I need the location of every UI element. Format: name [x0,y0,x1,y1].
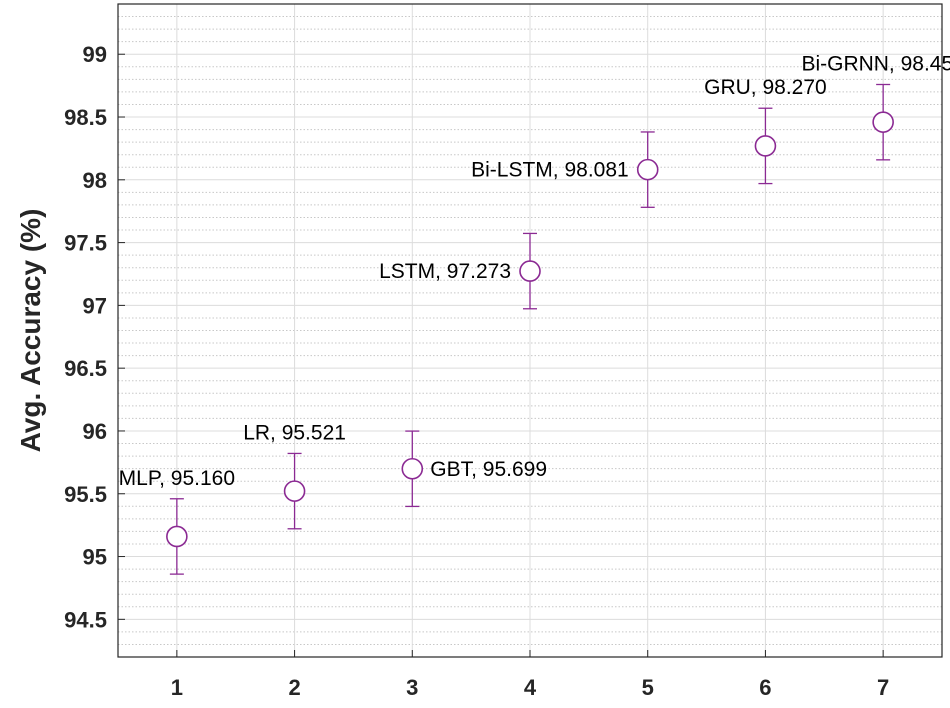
data-point-group: GRU, 98.270 [704,76,827,185]
x-tick-label: 7 [877,675,889,700]
y-tick-label: 99 [83,42,107,67]
data-point-group: LR, 95.521 [243,421,346,530]
x-tick-label: 2 [288,675,300,700]
data-point-marker [872,111,894,133]
y-tick-label: 95 [83,545,107,570]
x-tick-label: 5 [642,675,654,700]
data-point-label: Bi-LSTM, 98.081 [471,159,629,182]
x-tick-label: 4 [524,675,537,700]
x-tick-label: 3 [406,675,418,700]
x-tick-label: 6 [759,675,771,700]
data-point-marker [754,135,777,157]
data-points: MLP, 95.160 LR, 95.521 GBT, 95.699 LSTM, 97… [119,52,950,575]
y-tick-label: 96 [83,419,107,444]
data-point-label: MLP, 95.160 [119,467,235,490]
data-point-label: Bi-GRNN, 98.459 [801,52,950,75]
y-tick-label: 98 [83,168,107,193]
y-axis-title: Avg. Accuracy (%) [15,209,46,453]
data-point-group: MLP, 95.160 [119,467,235,575]
data-point-marker [166,525,188,548]
data-point-group: LSTM, 97.273 [379,232,541,310]
y-tick-label: 97.5 [64,231,107,256]
data-point-label: LR, 95.521 [243,421,346,444]
y-tick-label: 96.5 [64,356,107,381]
y-tick-label: 95.5 [64,482,107,507]
y-tick-label: 97 [83,293,107,318]
x-axis: 1 2 3 4 5 6 7 [171,650,889,700]
data-point-label: LSTM, 97.273 [379,260,511,283]
data-point-group: Bi-LSTM, 98.081 [471,131,659,208]
y-axis: 94.5 95 95.5 96 96.5 97 97.5 98 98.5 99 [64,42,125,632]
data-point-marker [283,480,306,502]
data-point-label: GRU, 98.270 [704,76,827,99]
data-point-label: GBT, 95.699 [430,458,547,481]
x-tick-label: 1 [171,675,183,700]
y-tick-label: 94.5 [64,607,107,632]
data-point-marker [401,457,424,480]
minor-grid [118,3,942,658]
data-point-marker [519,260,541,282]
data-point-group: Bi-GRNN, 98.459 [801,52,950,161]
data-point-marker [636,158,659,181]
data-point-group: GBT, 95.699 [401,430,547,508]
y-tick-label: 98.5 [64,105,107,130]
